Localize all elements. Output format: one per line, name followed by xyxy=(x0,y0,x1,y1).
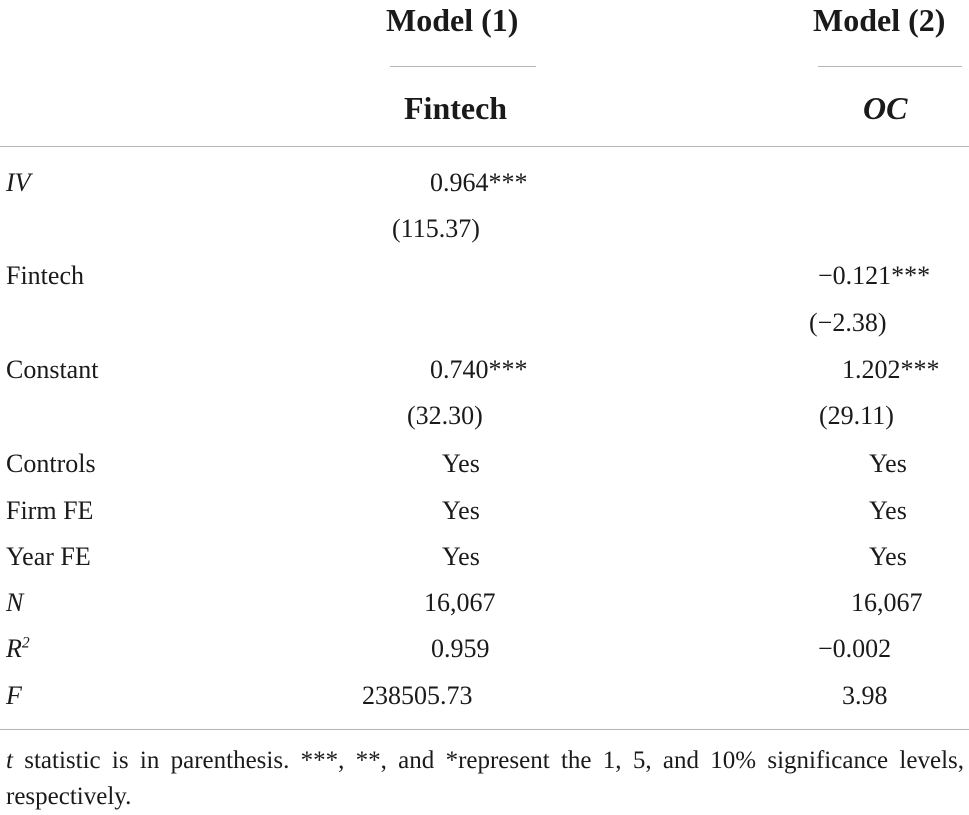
firm-fe-model1: Yes xyxy=(442,496,480,525)
row-label-f: F xyxy=(6,681,22,710)
iv-tstat-model1: (115.37) xyxy=(392,214,480,243)
footnote-t-symbol: t xyxy=(6,747,13,774)
f-model1: 238505.73 xyxy=(362,681,473,710)
constant-coef-model2: 1.202*** xyxy=(842,355,940,384)
controls-model1: Yes xyxy=(442,449,480,478)
row-label-firm-fe: Firm FE xyxy=(6,496,94,525)
row-label-r-squared: R2 xyxy=(6,634,30,664)
header-bottom-rule xyxy=(0,146,969,147)
firm-fe-model2: Yes xyxy=(869,496,907,525)
dep-var-model1: Fintech xyxy=(404,90,508,126)
row-label-iv: IV xyxy=(6,168,31,197)
n-model1: 16,067 xyxy=(424,588,496,617)
row-label-constant: Constant xyxy=(6,355,99,384)
n-model2: 16,067 xyxy=(851,588,923,617)
row-label-year-fe: Year FE xyxy=(6,542,91,571)
footnote-text: statistic is in parenthesis. ***, **, an… xyxy=(6,747,964,810)
iv-coef-model1: 0.964*** xyxy=(430,168,528,197)
model2-header: Model (2) xyxy=(813,2,946,38)
table-bottom-rule xyxy=(0,729,969,730)
f-model2: 3.98 xyxy=(842,681,888,710)
model2-header-rule xyxy=(818,66,962,67)
table-footnote: t statistic is in parenthesis. ***, **, … xyxy=(6,743,964,815)
r-squared-model1: 0.959 xyxy=(431,634,490,663)
model1-header-rule xyxy=(390,66,536,67)
constant-tstat-model1: (32.30) xyxy=(407,401,483,430)
controls-model2: Yes xyxy=(869,449,907,478)
constant-coef-model1: 0.740*** xyxy=(430,355,528,384)
year-fe-model1: Yes xyxy=(442,542,480,571)
model1-header: Model (1) xyxy=(386,2,519,38)
year-fe-model2: Yes xyxy=(869,542,907,571)
r-squared-symbol: R xyxy=(6,634,22,663)
r-squared-model2: −0.002 xyxy=(818,634,892,663)
row-label-n: N xyxy=(6,588,24,617)
r-squared-superscript: 2 xyxy=(21,634,30,652)
row-label-controls: Controls xyxy=(6,449,96,478)
constant-tstat-model2: (29.11) xyxy=(819,401,894,430)
dep-var-model2: OC xyxy=(863,90,908,126)
fintech-coef-model2: −0.121*** xyxy=(818,261,931,290)
row-label-fintech: Fintech xyxy=(6,261,84,290)
fintech-tstat-model2: (−2.38) xyxy=(809,308,887,337)
